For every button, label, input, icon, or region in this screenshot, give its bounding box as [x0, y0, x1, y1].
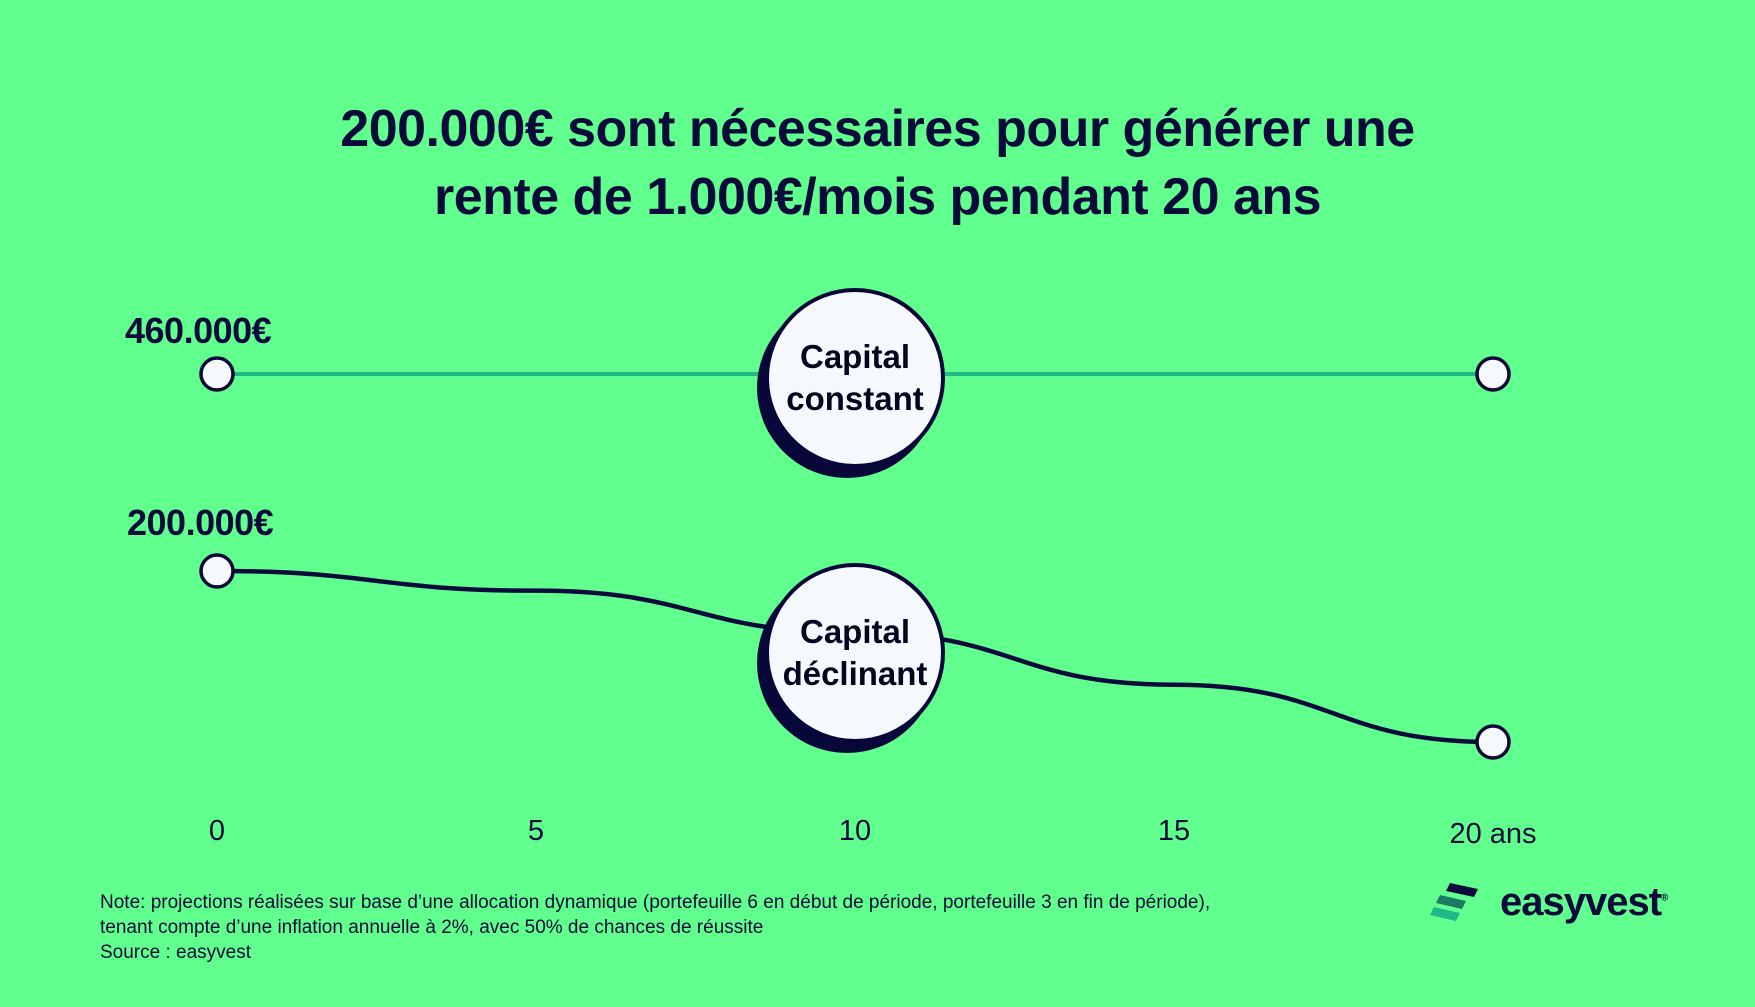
- title-line-1: 200.000€ sont nécessaires pour générer u…: [340, 100, 1415, 158]
- footnote: Note: projections réalisées sur base d’u…: [100, 890, 1210, 965]
- constant-start-label: 460.000€: [125, 310, 272, 351]
- bubble-label-line: constant: [786, 380, 924, 417]
- x-tick-label: 0: [208, 815, 226, 847]
- x-tick-label: 15: [1157, 815, 1191, 847]
- x-tick-label: 10: [838, 815, 872, 847]
- capital-constant-bubble: Capital constant: [765, 288, 945, 468]
- easyvest-logo: easyvest®: [1430, 880, 1668, 925]
- series-start-point: [199, 356, 235, 392]
- bubble-label-line: Capital: [799, 338, 911, 375]
- note-line-2: tenant compte d’une inflation annuelle à…: [100, 917, 764, 938]
- source-line: Source : easyvest: [100, 942, 252, 963]
- bubble-label-line: Capital: [799, 613, 911, 650]
- declining-start-label: 200.000€: [127, 502, 274, 543]
- easyvest-logo-icon: [1430, 882, 1478, 921]
- series-end-point: [1475, 724, 1511, 760]
- note-line-1: Note: projections réalisées sur base d’u…: [100, 892, 1211, 913]
- x-tick-label: 5: [527, 815, 545, 847]
- capital-declinant-bubble: Capital déclinant: [765, 563, 945, 743]
- bubble-label-line: déclinant: [782, 655, 928, 692]
- series-end-point: [1475, 356, 1511, 392]
- title-line-2: rente de 1.000€/mois pendant 20 ans: [433, 168, 1322, 226]
- series-start-point: [199, 553, 235, 589]
- chart-title: 200.000€ sont nécessaires pour générer u…: [0, 95, 1755, 231]
- logo-wordmark: easyvest®: [1500, 880, 1668, 924]
- x-tick-label: 20 ans: [1449, 818, 1537, 850]
